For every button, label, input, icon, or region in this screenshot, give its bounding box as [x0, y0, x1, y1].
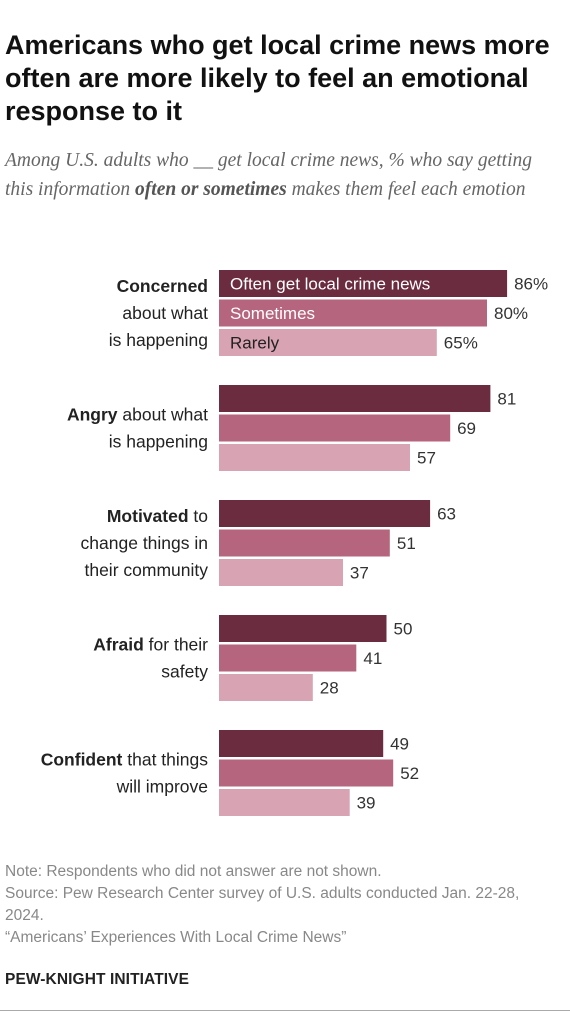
category-label-word: about — [118, 405, 167, 425]
data-label: 81 — [497, 390, 516, 409]
category-label-line: Motivated to — [107, 506, 208, 526]
chart-title: Americans who get local crime news more … — [5, 30, 550, 126]
category-label-word: safety — [161, 662, 208, 682]
bar — [219, 615, 387, 642]
bar — [219, 500, 431, 527]
category-label-word: what — [166, 303, 208, 323]
data-label: 39 — [357, 794, 376, 813]
category-label: Confident that things will improve — [41, 750, 209, 797]
bar — [219, 789, 350, 816]
report-title: “Americans’ Experiences With Local Crime… — [5, 929, 347, 946]
category-label-line: is happening — [109, 432, 208, 452]
category-label-word: happening — [121, 330, 208, 350]
category-label-line: Confident that things — [41, 750, 209, 770]
category-label-word: about — [122, 303, 166, 323]
category-label-line: Afraid for their — [93, 635, 208, 655]
category-label-line: safety — [161, 662, 208, 682]
category-label-line: is happening — [109, 330, 208, 350]
category-label-line: their community — [84, 560, 208, 580]
category-label-word: things — [156, 750, 208, 770]
category-label-word: is — [109, 432, 122, 452]
category-label-line: will improve — [116, 777, 208, 797]
data-label: 52 — [400, 764, 419, 783]
chart-notes: Note: Respondents who did not answer are… — [5, 861, 550, 949]
category-label-word: what — [166, 405, 208, 425]
bottom-divider — [0, 1010, 570, 1011]
bar — [219, 270, 508, 297]
category-label-bold: Concerned — [117, 276, 208, 296]
category-label: Afraid for their safety — [93, 635, 208, 682]
note-text: Note: Respondents who did not answer are… — [5, 863, 382, 880]
bar — [219, 444, 410, 471]
legend-label: Sometimes — [230, 304, 315, 323]
bar-chart: Concerned about what is happening86%Often … — [41, 270, 548, 816]
category-label-word: to — [189, 506, 208, 526]
data-label: 80% — [494, 304, 528, 323]
data-label: 49 — [390, 735, 409, 754]
category-label-bold: Confident — [41, 750, 123, 770]
bar — [219, 329, 437, 356]
category-label-word: their — [169, 635, 208, 655]
source-text: Source: Pew Research Center survey of U.… — [5, 885, 520, 924]
category-label-word: is — [109, 330, 122, 350]
bar — [219, 559, 343, 586]
bar — [219, 414, 451, 442]
category-label-bold: Motivated — [107, 506, 189, 526]
category-label-word: that — [122, 750, 156, 770]
data-label: 28 — [320, 679, 339, 698]
data-label: 86% — [514, 275, 548, 294]
category-label-word: things — [138, 533, 190, 553]
category-label-word: community — [119, 560, 209, 580]
data-label: 65% — [444, 334, 478, 353]
data-label: 69 — [457, 419, 476, 438]
subtitle-text-end: makes them feel each emotion — [286, 179, 526, 200]
category-label-line: Angry about what — [67, 405, 208, 425]
bar — [219, 674, 313, 701]
category-label-line: about what — [122, 303, 208, 323]
bar — [219, 385, 491, 412]
data-label: 37 — [350, 564, 369, 583]
category-label: Angry about what is happening — [67, 405, 208, 452]
category-label-bold: Afraid — [93, 635, 144, 655]
category-label-word: their — [84, 560, 118, 580]
category-label-word: in — [190, 533, 208, 553]
subtitle-text-start: Among U.S. adults who __ get local crime… — [5, 150, 532, 200]
category-label-word: improve — [141, 777, 208, 797]
category-label-bold: Angry — [67, 405, 118, 425]
data-label: 41 — [363, 649, 382, 668]
data-label: 51 — [397, 534, 416, 553]
bar — [219, 299, 487, 327]
category-label: Motivated to change things in their commun… — [81, 506, 209, 580]
category-label: Concerned about what is happening — [109, 276, 208, 350]
category-label-line: change things in — [81, 533, 208, 553]
subtitle-emphasis: often or sometimes — [135, 179, 287, 200]
category-label-word: for — [144, 635, 169, 655]
bar — [219, 529, 390, 557]
bar — [219, 730, 384, 757]
bar — [219, 759, 394, 787]
brand-label: PEW-KNIGHT INITIATIVE — [5, 971, 190, 988]
legend-label: Rarely — [230, 334, 280, 353]
category-label-word: happening — [121, 432, 208, 452]
data-label: 63 — [437, 505, 456, 524]
bar — [219, 644, 357, 672]
category-label-word: will — [116, 777, 141, 797]
category-label-line: Concerned — [117, 276, 208, 296]
legend-label: Often get local crime news — [230, 275, 430, 294]
data-label: 57 — [417, 449, 436, 468]
category-label-word: change — [81, 533, 138, 553]
data-label: 50 — [394, 620, 413, 639]
chart-subtitle: Among U.S. adults who __ get local crime… — [5, 146, 565, 204]
